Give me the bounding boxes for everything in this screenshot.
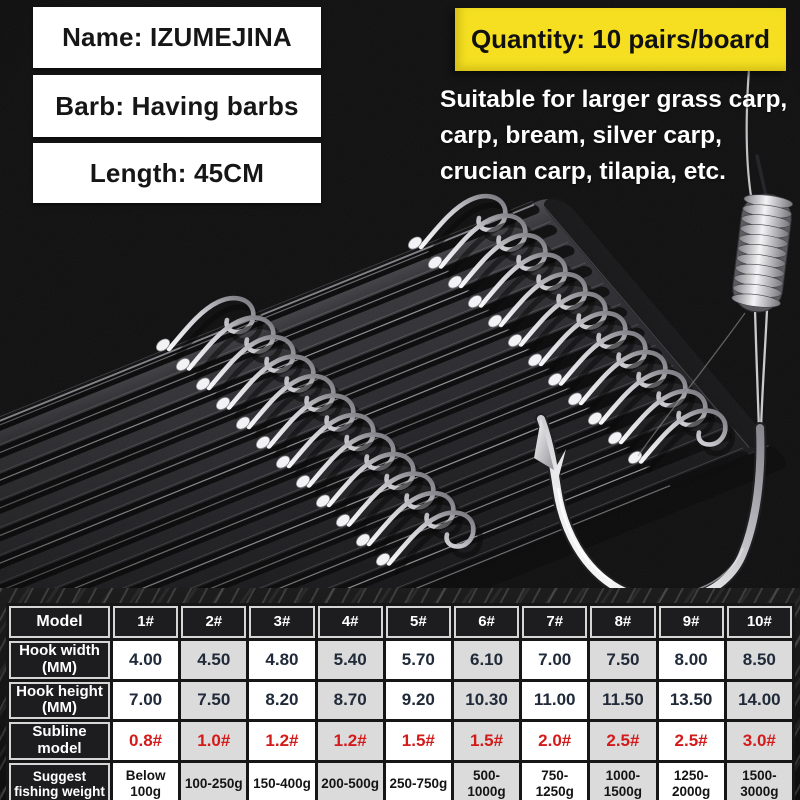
spec-cell: 11.00 (522, 681, 588, 720)
spec-cell: 100-250g (181, 762, 247, 800)
spec-cell: 9.20 (385, 681, 451, 720)
spec-row: Hook width (MM) 4.00 4.50 4.80 5.40 5.70 6.10 7… (9, 641, 792, 679)
spec-cell: 1.5# (453, 722, 520, 760)
spec-row-label: Hook width (MM) (9, 641, 110, 679)
name-badge: Name: IZUMEJINA (33, 7, 321, 68)
spec-table: Model 1# 2# 3# 4# 5# 6# 7# 8# 9# 10# Hook width (… (6, 603, 795, 800)
spec-row: Suggest fishing weight Below 100g 100-250g… (9, 762, 792, 800)
spec-col-header: 8# (590, 606, 656, 638)
spec-cell: 750-1250g (522, 762, 588, 800)
suitability-description: Suitable for larger grass carp, carp, br… (440, 82, 798, 190)
spec-corner-label: Model (9, 606, 110, 638)
spec-col-header: 7# (522, 606, 588, 638)
spec-cell: 8.00 (658, 641, 724, 679)
spec-header-row: Model 1# 2# 3# 4# 5# 6# 7# 8# 9# 10# (9, 606, 792, 638)
description-line: carp, bream, silver carp, (440, 122, 722, 149)
spec-row-label: Subline model (9, 722, 110, 760)
spec-col-header: 9# (658, 606, 724, 638)
spec-col-header: 5# (385, 606, 451, 638)
spec-row-label: Suggest fishing weight (9, 762, 110, 800)
spec-cell: 6.10 (453, 641, 520, 679)
spec-cell: 14.00 (726, 681, 792, 720)
spec-col-header: 6# (453, 606, 520, 638)
spec-cell: Below 100g (113, 762, 179, 800)
spec-cell: 7.00 (522, 641, 588, 679)
spec-cell: 5.40 (317, 641, 383, 679)
barb-badge: Barb: Having barbs (33, 75, 321, 137)
spec-cell: 8.50 (726, 641, 792, 679)
spec-cell: 4.00 (113, 641, 179, 679)
spec-cell: 1.0# (181, 722, 247, 760)
description-line: crucian carp, tilapia, etc. (440, 158, 726, 185)
spec-cell: 7.50 (181, 681, 247, 720)
spec-row: Hook height (MM) 7.00 7.50 8.20 8.70 9.20 10.3… (9, 681, 792, 720)
spec-cell: 1.2# (249, 722, 315, 760)
spec-cell: 250-750g (385, 762, 451, 800)
quantity-badge: Quantity: 10 pairs/board (455, 8, 786, 71)
spec-cell: 2.0# (522, 722, 588, 760)
spec-col-header: 3# (249, 606, 315, 638)
spec-cell: 13.50 (658, 681, 724, 720)
spec-cell: 0.8# (113, 722, 179, 760)
spec-cell: 7.00 (113, 681, 179, 720)
spec-col-header: 1# (113, 606, 179, 638)
spec-cell: 150-400g (249, 762, 315, 800)
spec-cell: 1250-2000g (658, 762, 724, 800)
spec-cell: 5.70 (385, 641, 451, 679)
spec-row-label: Hook height (MM) (9, 681, 110, 720)
spec-cell: 10.30 (453, 681, 520, 720)
spec-cell: 8.20 (249, 681, 315, 720)
spec-col-header: 2# (181, 606, 247, 638)
length-badge: Length: 45CM (33, 143, 321, 203)
spec-cell: 7.50 (590, 641, 656, 679)
spec-cell: 2.5# (590, 722, 656, 760)
spec-cell: 4.80 (249, 641, 315, 679)
spec-cell: 4.50 (181, 641, 247, 679)
spec-row: Subline model 0.8# 1.0# 1.2# 1.2# 1.5# 1.5# 2.0… (9, 722, 792, 760)
spec-col-header: 4# (317, 606, 383, 638)
spec-cell: 500-1000g (453, 762, 520, 800)
spec-cell: 1.5# (385, 722, 451, 760)
spec-cell: 8.70 (317, 681, 383, 720)
spec-col-header: 10# (726, 606, 792, 638)
spec-cell: 1500-3000g (726, 762, 792, 800)
spec-cell: 11.50 (590, 681, 656, 720)
spec-cell: 1000-1500g (590, 762, 656, 800)
spec-cell: 2.5# (658, 722, 724, 760)
spec-cell: 200-500g (317, 762, 383, 800)
description-line: Suitable for larger grass carp, (440, 86, 788, 113)
spec-cell: 3.0# (726, 722, 792, 760)
spec-cell: 1.2# (317, 722, 383, 760)
